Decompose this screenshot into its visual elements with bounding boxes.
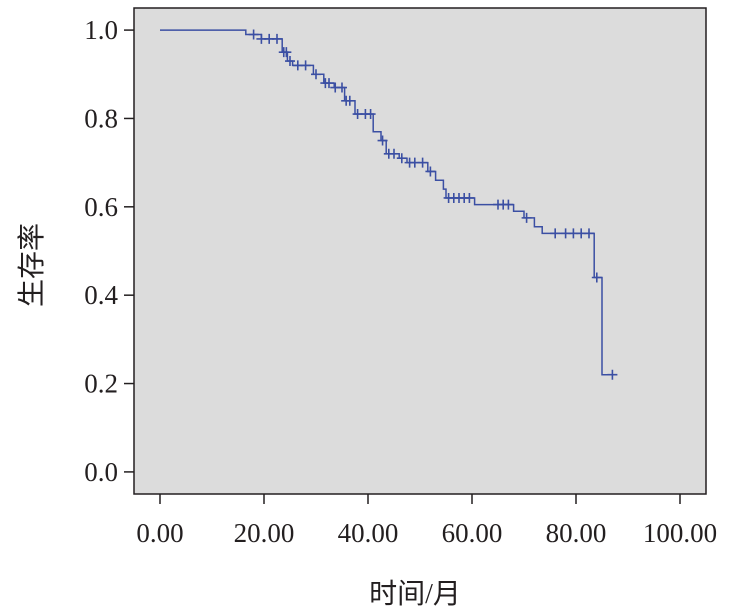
censor-mark: [285, 56, 295, 67]
censor-mark: [396, 153, 407, 164]
x-tick-label: 0.00: [136, 518, 183, 548]
y-tick-label: 1.0: [84, 15, 118, 45]
censor-mark: [425, 166, 436, 177]
censor-mark: [311, 69, 321, 80]
x-axis-ticks: 0.00 20.00 40.00 60.00 80.00 100.00: [136, 494, 717, 548]
x-axis-title: 时间/月: [369, 578, 461, 610]
censor-mark: [607, 369, 618, 380]
series-layer: [160, 29, 618, 380]
y-axis-title: 生存率: [16, 223, 48, 307]
y-tick-label: 0.6: [84, 192, 118, 222]
censor-mark: [591, 272, 602, 283]
censor-mark: [417, 157, 428, 168]
censor-mark: [344, 95, 355, 106]
y-tick-label: 0.8: [84, 103, 118, 133]
plot-area: [133, 7, 707, 495]
x-tick-label: 60.00: [442, 518, 503, 548]
censor-mark: [272, 33, 282, 44]
x-tick-label: 80.00: [546, 518, 607, 548]
y-tick-label: 0.0: [84, 457, 118, 487]
y-tick-label: 0.2: [84, 369, 118, 399]
x-tick-label: 40.00: [338, 518, 399, 548]
censor-mark: [503, 199, 514, 210]
censor-mark: [377, 135, 388, 146]
censor-mark: [281, 47, 292, 58]
x-tick-label: 100.00: [643, 518, 717, 548]
censor-mark: [550, 228, 561, 239]
censor-mark: [300, 60, 311, 71]
y-axis-ticks: 0.0 0.2 0.4 0.6 0.8 1.0: [84, 15, 134, 487]
censor-mark: [365, 109, 376, 120]
y-tick-label: 0.4: [84, 280, 118, 310]
censor-mark: [248, 29, 259, 40]
censor-mark: [337, 82, 347, 93]
censor-mark: [584, 228, 594, 239]
censor-mark: [389, 148, 399, 159]
censor-mark: [521, 212, 532, 223]
censor-mark: [464, 192, 475, 203]
censor-mark: [324, 78, 334, 89]
x-tick-label: 20.00: [234, 518, 295, 548]
